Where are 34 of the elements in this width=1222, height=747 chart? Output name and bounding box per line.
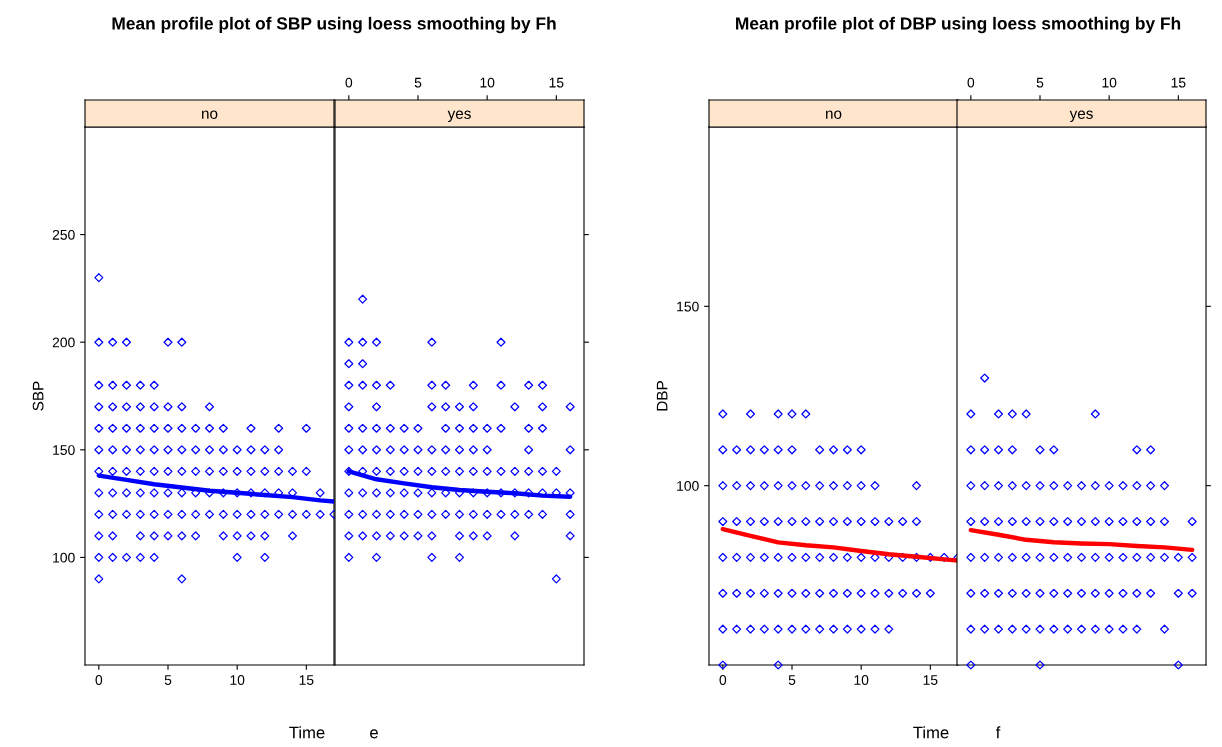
chart-title: Mean profile plot of DBP using loess smoothing by Fh	[736, 16, 1181, 34]
x-tick-label: 0	[967, 77, 975, 88]
y-tick-label: 150	[677, 301, 699, 312]
chart-subtitle: yes	[1069, 110, 1093, 122]
y-tick-label: 100	[53, 552, 75, 563]
x-tick-label: 15	[299, 675, 314, 685]
chart-subtitle: no	[202, 110, 218, 119]
y-tick-label: 200	[52, 337, 75, 348]
x-tick-label: 10	[230, 675, 245, 685]
text: f	[995, 726, 1001, 739]
chart-subtitle: yes	[447, 110, 471, 122]
x-axis-title: Time	[913, 726, 949, 739]
text: e	[370, 729, 378, 739]
x-tick-label: 15	[923, 675, 938, 685]
x-tick-label: 0	[95, 675, 103, 685]
x-axis-title: Time	[289, 726, 325, 739]
y-axis-title: SBP	[32, 381, 44, 411]
y-tick-label: 150	[53, 445, 75, 455]
x-tick-label: 10	[1102, 77, 1117, 88]
x-tick-label: 0	[345, 77, 353, 88]
x-tick-label: 0	[719, 675, 727, 685]
x-tick-label: 5	[164, 675, 172, 685]
x-tick-label: 10	[480, 77, 495, 88]
chart-subtitle: no	[826, 110, 842, 119]
x-tick-label: 5	[788, 675, 796, 685]
x-tick-label: 15	[549, 77, 564, 88]
chart-title: Mean profile plot of SBP using loess smoothing by Fh	[112, 16, 556, 34]
x-tick-label: 5	[1036, 77, 1044, 88]
x-tick-label: 10	[854, 675, 869, 685]
y-tick-label: 100	[677, 481, 699, 491]
x-tick-label: 5	[414, 77, 422, 88]
y-axis-title: DBP	[656, 381, 668, 411]
x-tick-label: 15	[1171, 77, 1186, 88]
y-tick-label: 250	[52, 229, 75, 240]
